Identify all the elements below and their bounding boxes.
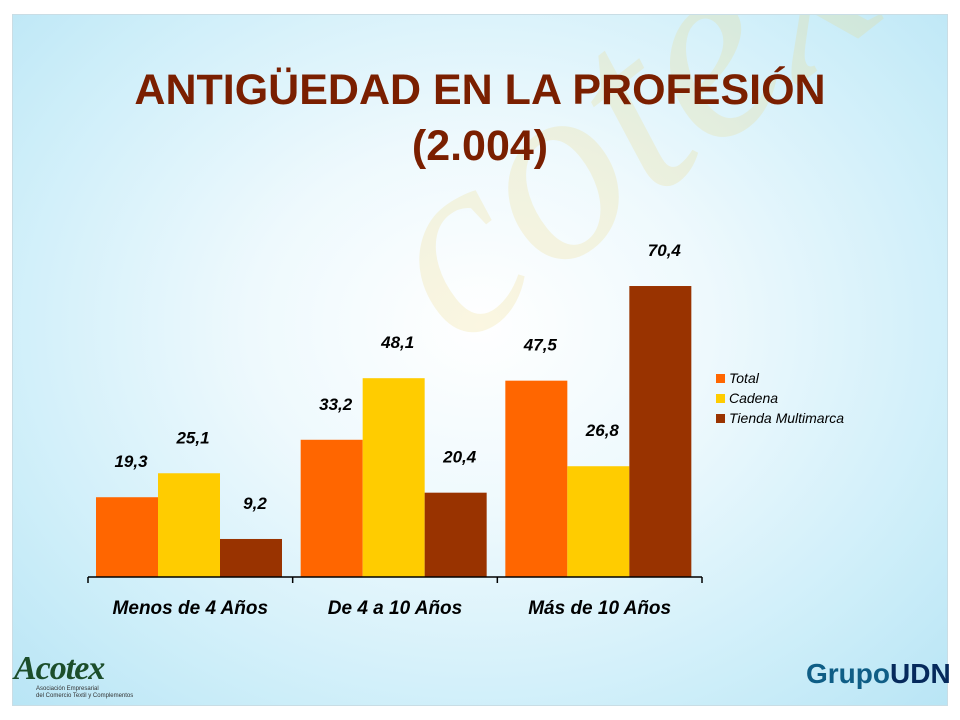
data-label: 48,1	[380, 333, 414, 352]
bar-tienda-multimarca-0	[220, 538, 282, 577]
legend-label: Tienda Multimarca	[729, 410, 845, 426]
slide-background: cotex	[12, 14, 948, 706]
bar-total-1	[300, 439, 363, 577]
legend-swatch	[716, 413, 725, 423]
acotex-logo: Acotex Asociación Empresarial del Comerc…	[14, 652, 154, 708]
data-label: 33,2	[319, 395, 353, 414]
x-tick-label: Menos de 4 Años	[113, 598, 269, 619]
data-label: 26,8	[585, 421, 620, 440]
legend-swatch	[716, 373, 725, 383]
bar-total-2	[505, 380, 568, 577]
bar-cadena-2	[567, 466, 630, 577]
bar-cadena-0	[158, 473, 220, 577]
data-label: 20,4	[442, 448, 477, 467]
grupo-udn-logo-part-b: UDN	[890, 658, 951, 689]
title-line-1: ANTIGÜEDAD EN LA PROFESIÓN	[134, 66, 826, 114]
slide-title: ANTIGÜEDAD EN LA PROFESIÓN (2.004)	[0, 62, 960, 174]
data-label: 19,3	[114, 452, 148, 471]
bar-tienda-multimarca-1	[424, 492, 487, 577]
bar-total-0	[96, 497, 158, 577]
bar-tienda-multimarca-2	[629, 286, 692, 577]
legend-swatch	[716, 393, 725, 403]
bar-cadena-1	[362, 378, 425, 577]
legend-item: Cadena	[716, 388, 844, 408]
grupo-udn-logo-part-a: Grupo	[806, 658, 890, 689]
legend-label: Total	[729, 370, 759, 386]
x-tick-label: De 4 a 10 Años	[328, 598, 462, 619]
legend-item: Tienda Multimarca	[716, 408, 844, 428]
grupo-udn-logo: GrupoUDN	[806, 658, 951, 690]
title-line-2: (2.004)	[411, 122, 549, 170]
x-tick-label: Más de 10 Años	[528, 598, 671, 619]
legend-label: Cadena	[729, 390, 779, 406]
legend-item: Total	[716, 368, 844, 388]
acotex-logo-subtitle-1: Asociación Empresarial	[36, 686, 99, 692]
data-label: 9,2	[243, 494, 267, 513]
acotex-logo-subtitle-2: del Comercio Textil y Complementos	[36, 693, 134, 699]
data-label: 47,5	[523, 336, 558, 355]
data-label: 70,4	[648, 241, 682, 260]
acotex-logo-mark: Acotex	[14, 650, 105, 687]
data-label: 25,1	[175, 428, 209, 447]
chart-legend: Total Cadena Tienda Multimarca	[716, 368, 844, 428]
